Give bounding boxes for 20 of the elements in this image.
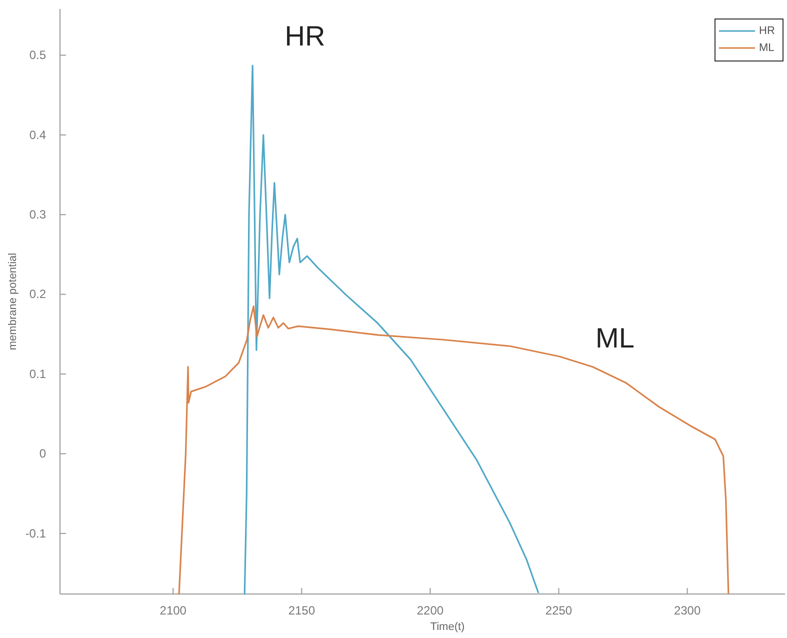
x-tick-label: 2100 [160,604,187,618]
annotation: HR [284,20,326,52]
y-tick-label: 0.5 [29,48,46,62]
x-tick-label: 2200 [416,604,444,618]
x-tick-label: 2250 [545,604,572,618]
x-tick-label: 2150 [288,604,316,618]
y-tick-label: 0 [39,446,46,461]
line-series [178,305,730,595]
line-series [244,64,539,595]
y-tick-label: 0.2 [29,287,46,302]
legend-label: ML [759,42,774,54]
annotation: ML [596,322,634,354]
y-axis-title: membrane potential [7,252,19,350]
legend-label: HR [759,24,775,37]
y-tick-label: 0.1 [29,366,46,381]
y-tick-label: 0.4 [29,128,46,142]
x-tick-label: 2300 [674,604,701,618]
y-tick-label: 0.3 [29,207,46,222]
y-tick-label: -0.1 [25,526,46,540]
x-axis-title: Time(t) [430,621,465,633]
